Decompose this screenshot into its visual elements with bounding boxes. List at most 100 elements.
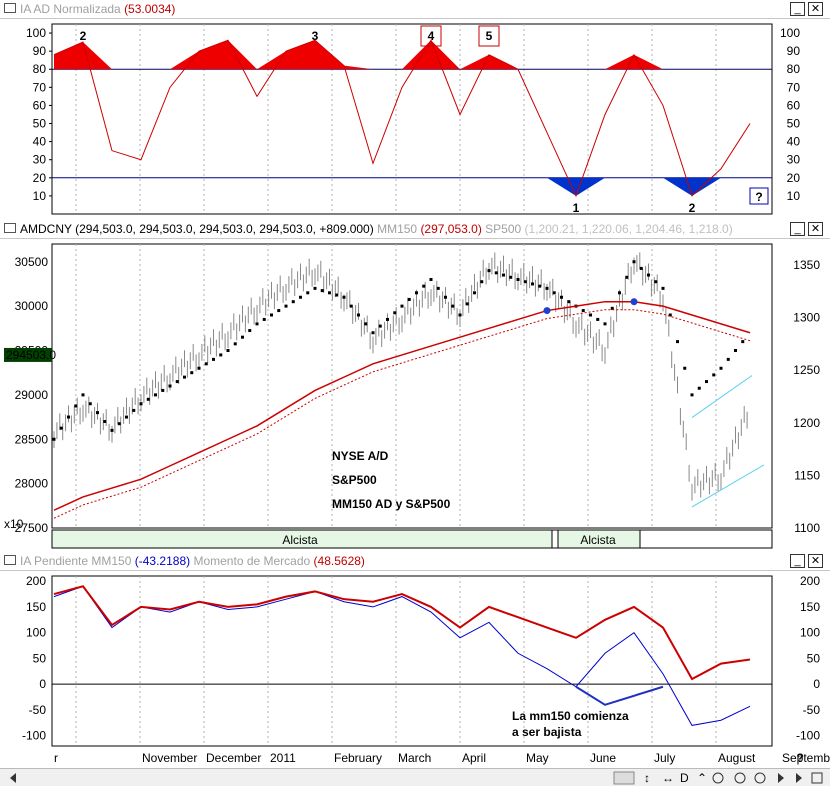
scroll-right-icon[interactable] — [778, 773, 784, 783]
momentum-line — [53, 585, 751, 681]
nyse-ad-point — [480, 280, 484, 284]
oversold-area — [54, 177, 750, 196]
help-box — [749, 187, 769, 205]
nyse-ad-point — [444, 295, 447, 299]
nyse-ad-point — [328, 291, 331, 295]
left-tick-label: 28000 — [15, 477, 49, 491]
y-tick-label-right: 200 — [800, 574, 820, 588]
middle-frame — [51, 243, 773, 529]
nyse-ad-point — [581, 309, 585, 313]
y-tick-label-right: 40 — [787, 135, 801, 149]
trend-label: Alcista — [282, 533, 318, 547]
y-tick-label-left: 50 — [33, 117, 47, 131]
normalized-ad-plot: 100 100 90 90 80 80 70 70 60 60 50 50 40 40 30 30 20 20 10… — [26, 23, 801, 215]
title-name: IA AD Normalizada — [20, 2, 121, 16]
right-tick-label: 1300 — [793, 311, 820, 325]
minimize-button[interactable]: _ — [790, 2, 805, 16]
scroll-thumb[interactable] — [613, 771, 635, 785]
title-value2: (48.5628) — [313, 554, 365, 568]
left-tick-label: 30000 — [15, 299, 49, 313]
nyse-ad-point — [647, 273, 650, 277]
nyse-ad-point — [378, 324, 382, 328]
nyse-ad-point — [81, 393, 85, 397]
zoom-in-icon[interactable]: ↔ — [662, 771, 674, 785]
zoom-reset-icon[interactable] — [754, 772, 766, 784]
layout-icon[interactable] — [811, 772, 823, 784]
nyse-ad-point — [632, 260, 636, 264]
nyse-ad-point — [335, 293, 339, 297]
slope-line — [53, 585, 751, 726]
price-title: AMDCNY (294,503.0, 294,503.0, 294,503.0,… — [20, 222, 733, 236]
nyse-ad-point — [516, 278, 520, 281]
zoom-out-icon[interactable]: ↕ — [644, 771, 650, 785]
fit-icon[interactable]: D — [680, 771, 689, 785]
x-tick-label: August — [718, 751, 756, 765]
nyse-ad-point — [734, 349, 737, 352]
close-button[interactable]: ✕ — [808, 554, 823, 568]
zoom-plus-icon[interactable] — [734, 772, 746, 784]
nyse-ad-point — [712, 373, 716, 377]
x-tick-label: April — [462, 751, 486, 765]
nyse-ad-point — [284, 304, 288, 308]
title-ma-name: MM150 — [377, 222, 418, 236]
nyse-ad-point — [277, 309, 281, 313]
nyse-ad-point — [473, 291, 476, 295]
info-icon[interactable]: ⌃ — [697, 771, 707, 785]
scroll-left-icon[interactable] — [10, 773, 16, 783]
right-tick-label: 1150 — [794, 468, 820, 482]
nyse-ad-point — [625, 275, 629, 279]
price-titlebar: AMDCNY (294,503.0, 294,503.0, 294,503.0,… — [0, 220, 830, 239]
y-tick-label-left: 50 — [33, 651, 47, 665]
nyse-ad-point — [552, 291, 556, 295]
overbought-area — [54, 40, 750, 70]
minimize-button[interactable]: _ — [790, 222, 805, 236]
nyse-ad-point — [509, 275, 513, 279]
nyse-ad-point — [168, 384, 172, 388]
left-tick-label: 27500 — [15, 521, 49, 535]
title-ohlc: (294,503.0, 294,503.0, 294,503.0, 294,50… — [75, 222, 374, 236]
trend-label: Alcista — [580, 533, 616, 547]
nyse-ad-point — [103, 420, 107, 423]
nyse-ad-point — [183, 375, 186, 379]
nyse-ad-point — [175, 380, 179, 384]
nyse-ad-point — [190, 371, 194, 375]
zoom-minus-icon[interactable] — [712, 772, 724, 784]
nyse-ad-point — [610, 306, 614, 310]
title-value: (53.0034) — [124, 2, 176, 16]
nyse-ad-point — [371, 331, 375, 335]
slope-titlebar: IA Pendiente MM150 (-43.2188) Momento de… — [0, 552, 830, 571]
nyse-ad-point — [407, 297, 411, 301]
window-icon — [4, 223, 16, 233]
help-icon: ? — [796, 751, 803, 765]
channel-top-line — [691, 375, 753, 418]
nyse-ad-point — [661, 286, 665, 290]
nyse-ad-point — [531, 282, 534, 286]
ma-cross-marker — [630, 298, 638, 306]
right-tick-label: 1250 — [793, 363, 820, 377]
y-tick-label-left: 90 — [33, 44, 47, 58]
nyse-ad-point — [364, 322, 368, 326]
window-icon — [4, 555, 16, 565]
y-tick-label-right: 100 — [800, 626, 820, 640]
normalized-ad-line — [53, 39, 751, 198]
horizontal-scrollbar[interactable]: ↕ ↔ D ⌃ — [0, 768, 830, 786]
channel-bottom-line — [691, 464, 765, 508]
y-tick-label-right: 90 — [787, 44, 801, 58]
close-button[interactable]: ✕ — [808, 222, 823, 236]
nyse-ad-point — [639, 266, 643, 270]
nyse-ad-point — [393, 311, 397, 315]
y-tick-label-right: -50 — [803, 703, 821, 717]
normalized-ad-title: IA AD Normalizada (53.0034) — [20, 2, 175, 16]
close-button[interactable]: ✕ — [808, 2, 823, 16]
nyse-ad-point — [596, 317, 600, 321]
nyse-ad-point — [451, 304, 455, 308]
scroll-end-icon[interactable] — [796, 773, 802, 783]
y-tick-label-right: 100 — [780, 26, 800, 40]
normalized-ad-titlebar: IA AD Normalizada (53.0034) _ ✕ — [0, 0, 830, 19]
peak-annotation-2: 2 — [80, 29, 87, 43]
nyse-ad-point — [465, 302, 469, 306]
left-tick-label: 29000 — [15, 388, 49, 402]
nyse-ad-point — [132, 408, 136, 412]
y-tick-label-left: -50 — [29, 703, 47, 717]
minimize-button[interactable]: _ — [790, 554, 805, 568]
